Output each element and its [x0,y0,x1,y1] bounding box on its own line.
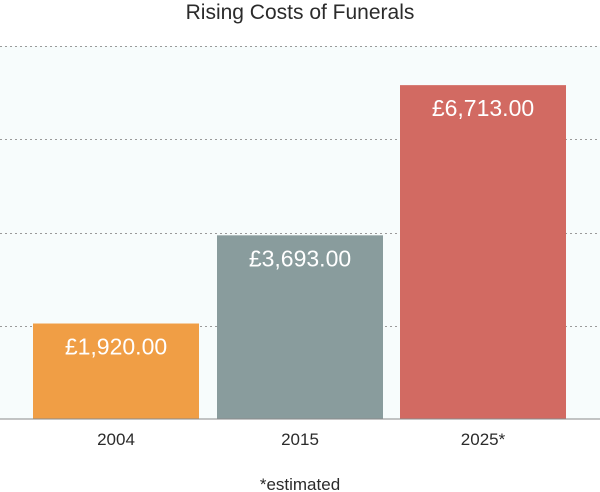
bar-2004 [33,323,199,419]
chart-title: Rising Costs of Funerals [186,1,415,24]
bar-value-label: £3,693.00 [249,245,351,271]
bar-2025 [400,85,566,419]
bar-value-label: £6,713.00 [432,95,534,121]
bars: £1,920.00 £3,693.00 £6,713.00 [33,85,566,419]
x-tick-label: 2025* [461,430,506,449]
bar-2015 [217,235,383,419]
x-tick-label: 2015 [281,430,319,449]
x-tick-label: 2004 [97,430,135,449]
bar-value-label: £1,920.00 [65,334,167,360]
chart-footnote: *estimated [260,475,340,492]
x-axis-tick-labels: 2004 2015 2025* [97,430,506,449]
